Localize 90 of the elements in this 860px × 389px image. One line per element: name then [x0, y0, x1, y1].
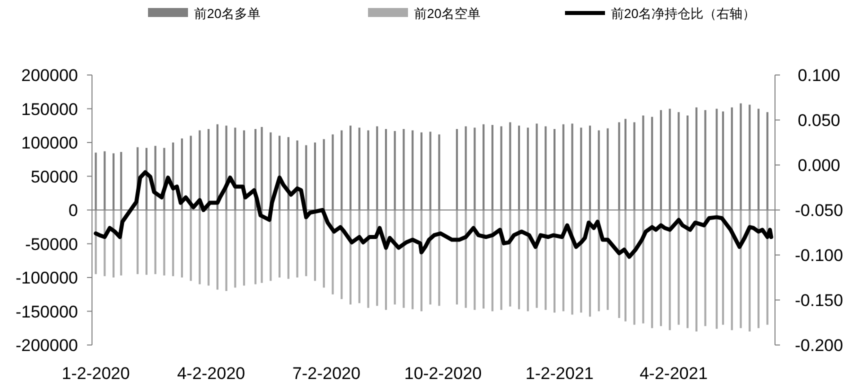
- bar: [624, 210, 626, 322]
- bar: [234, 210, 236, 288]
- bar: [509, 210, 512, 307]
- bar: [748, 210, 751, 332]
- y-tick-label: -100000: [16, 268, 78, 288]
- bar: [216, 210, 218, 290]
- x-tick-label: 4-2-2021: [640, 364, 708, 383]
- bar: [136, 210, 139, 274]
- bar: [544, 210, 547, 310]
- bar: [758, 210, 760, 328]
- bar: [287, 210, 290, 279]
- bar: [740, 210, 742, 328]
- y2-tick-label: -0.100: [794, 246, 844, 265]
- legend-label: 前20名空单: [414, 6, 480, 21]
- y2-tick-label: 0.050: [798, 111, 840, 130]
- bar: [606, 210, 609, 310]
- bar: [376, 210, 378, 306]
- x-tick-label: 7-2-2020: [292, 364, 360, 383]
- bar: [660, 210, 662, 326]
- bar: [190, 210, 192, 281]
- bar: [394, 210, 396, 304]
- bar: [305, 145, 308, 210]
- bar: [145, 210, 148, 275]
- bar: [198, 210, 201, 284]
- bar: [350, 210, 352, 304]
- bar: [260, 210, 263, 283]
- bar: [766, 210, 768, 325]
- bar: [332, 210, 334, 294]
- bar: [668, 210, 671, 330]
- bar: [491, 210, 494, 312]
- bar: [456, 210, 458, 304]
- bar: [314, 142, 316, 210]
- y2-tick-label: -0.150: [794, 291, 844, 310]
- bar: [518, 210, 520, 310]
- bar: [618, 210, 620, 318]
- bar: [358, 210, 360, 304]
- bar: [225, 210, 228, 291]
- legend-label: 前20名多单: [194, 6, 260, 21]
- bar: [154, 210, 156, 274]
- bar: [642, 210, 644, 324]
- bar: [633, 210, 636, 325]
- legend-label: 前20名净持仓比（右轴）: [611, 6, 756, 21]
- y-tick-label: -150000: [16, 302, 78, 322]
- bar: [526, 210, 529, 312]
- bar: [686, 210, 689, 328]
- bar: [208, 210, 210, 286]
- bar: [716, 210, 718, 329]
- bar: [651, 210, 654, 328]
- bar: [367, 210, 370, 308]
- bar: [730, 210, 733, 330]
- bar: [482, 210, 485, 309]
- bar: [554, 210, 556, 313]
- bar: [464, 210, 467, 308]
- bar: [412, 210, 414, 310]
- y-tick-label: 0: [68, 201, 78, 220]
- bar: [296, 210, 298, 278]
- bar: [588, 210, 591, 317]
- bar: [163, 210, 166, 276]
- y2-tick-label: -0.200: [794, 336, 844, 355]
- bar: [474, 210, 476, 310]
- y-tick-label: 100000: [21, 134, 78, 152]
- bar: [704, 210, 706, 326]
- bar: [94, 210, 97, 274]
- bar: [402, 210, 405, 308]
- x-tick-label: 1-2-2020: [62, 364, 130, 383]
- bar: [438, 210, 440, 306]
- y-tick-label: 50000: [30, 167, 78, 186]
- bar: [695, 210, 698, 332]
- y-tick-label: 200000: [21, 66, 78, 85]
- x-tick-label: 10-2-2020: [404, 364, 482, 383]
- bar: [278, 210, 281, 278]
- bar: [340, 210, 343, 300]
- y2-tick-label: -0.050: [794, 201, 844, 220]
- bar: [580, 210, 582, 313]
- bar: [678, 210, 680, 325]
- x-tick-label: 4-2-2020: [177, 364, 246, 383]
- y2-tick-label: 0.100: [798, 66, 840, 85]
- bar: [180, 210, 183, 278]
- bar: [722, 210, 724, 325]
- bar: [243, 210, 246, 286]
- y-tick-label: 150000: [21, 100, 78, 119]
- bar: [562, 210, 564, 312]
- x-tick-label: 1-2-2021: [526, 364, 594, 383]
- bar: [429, 210, 432, 304]
- bar: [384, 210, 387, 310]
- y2-tick-label: 0.000: [798, 156, 840, 175]
- y-tick-label: -200000: [16, 336, 78, 355]
- y-tick-label: -50000: [25, 234, 78, 254]
- bar: [112, 210, 115, 278]
- bar: [172, 210, 174, 276]
